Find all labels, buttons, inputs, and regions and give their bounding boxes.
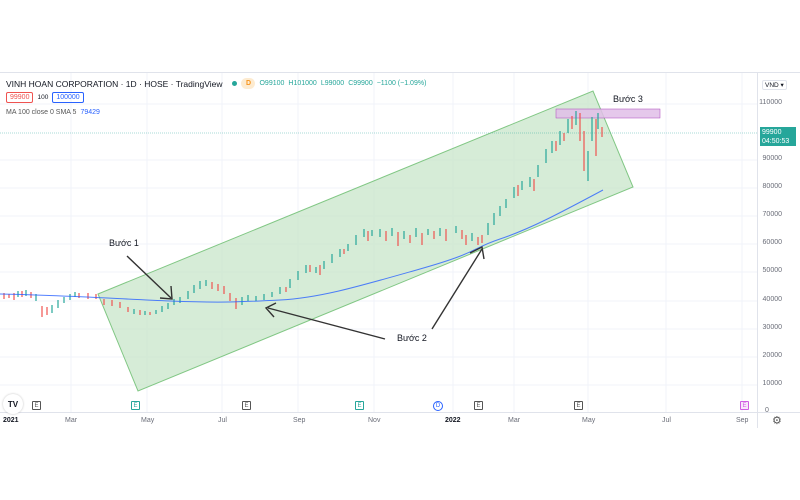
ma-100-line — [0, 189, 604, 303]
earnings-event-icon[interactable]: E — [355, 401, 364, 410]
time-label: Jul — [218, 417, 227, 424]
earnings-event-icon[interactable]: E — [242, 401, 251, 410]
ohlc-close: C99900 — [348, 80, 373, 87]
time-label: May — [582, 417, 596, 424]
spread-value: 100 — [37, 94, 49, 101]
time-label: Mar — [508, 417, 521, 424]
upcoming-earnings-event-icon[interactable]: E — [740, 401, 749, 410]
bar-countdown: 04:50:53 — [762, 138, 790, 145]
time-axis-divider — [0, 412, 800, 413]
sell-price-button[interactable]: 99900 — [6, 92, 34, 103]
current-price-tag: 99900 04:50:53 — [760, 127, 796, 146]
time-label: 2022 — [445, 417, 461, 424]
ascending-channel-drawing — [97, 90, 634, 392]
chart-legend-header: VINH HOAN CORPORATION · 1D · HOSE · Trad… — [6, 78, 426, 89]
time-label: Sep — [736, 417, 749, 424]
price-label: 60000 — [762, 239, 782, 246]
annotation-step-1: Bước 1 — [109, 238, 139, 248]
buy-price-button[interactable]: 100000 — [52, 92, 84, 103]
tradingview-logo[interactable]: TV — [3, 394, 23, 414]
current-price-value: 99900 — [762, 129, 782, 136]
ohlc-low: L99000 — [320, 80, 345, 87]
time-label: Nov — [368, 417, 381, 424]
ohlc-high: H101000 — [288, 80, 317, 87]
earnings-event-icon[interactable]: E — [474, 401, 483, 410]
time-label: Jul — [662, 417, 671, 424]
price-label: 20000 — [762, 352, 782, 359]
resistance-zone-box — [555, 108, 661, 119]
chart-frame[interactable] — [0, 72, 800, 431]
time-label: 2021 — [3, 417, 19, 424]
price-chart-canvas[interactable] — [0, 73, 800, 431]
interval-badge: D — [241, 78, 256, 89]
price-label: 50000 — [762, 267, 782, 274]
time-label: Sep — [293, 417, 306, 424]
bid-ask-row: 99900 100 100000 — [6, 92, 84, 103]
earnings-event-icon[interactable]: E — [131, 401, 140, 410]
annotation-step-2: Bước 2 — [397, 333, 427, 343]
annotation-step-3: Bước 3 — [613, 94, 643, 104]
price-label: 30000 — [762, 324, 782, 331]
price-label: 70000 — [762, 211, 782, 218]
ohlc-change: −1100 (−1.09%) — [376, 80, 427, 87]
time-label: May — [141, 417, 155, 424]
symbol-title[interactable]: VINH HOAN CORPORATION · 1D · HOSE · Trad… — [6, 78, 223, 89]
price-label: 90000 — [762, 155, 782, 162]
indicator-label: MA 100 close 0 SMA 5 — [6, 109, 77, 116]
annotation-arrows — [126, 245, 485, 340]
currency-dropdown[interactable]: VND ▾ — [762, 80, 787, 90]
time-label: Mar — [65, 417, 78, 424]
earnings-event-icon[interactable]: E — [574, 401, 583, 410]
price-axis-divider — [757, 72, 758, 428]
price-label: 0 — [765, 407, 769, 414]
price-label: 80000 — [762, 183, 782, 190]
dividend-event-icon[interactable]: D — [433, 401, 443, 411]
price-label: 10000 — [762, 380, 782, 387]
price-label: 40000 — [762, 296, 782, 303]
gear-icon[interactable]: ⚙ — [772, 415, 782, 427]
earnings-event-icon[interactable]: E — [32, 401, 41, 410]
market-status-icon — [232, 81, 238, 86]
indicator-legend[interactable]: MA 100 close 0 SMA 5 79429 — [6, 109, 100, 116]
ohlc-open: O99100 — [259, 80, 285, 87]
price-label: 110000 — [759, 99, 782, 106]
indicator-value: 79429 — [80, 109, 100, 116]
